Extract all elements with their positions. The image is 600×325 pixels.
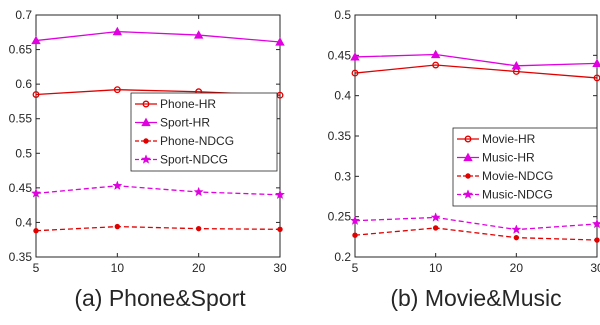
panel-phone-sport: 0.35 0.4 0.45 0.5 0.55 0.6 0.65 0.7 5 10 20 30 Phone… xyxy=(9,8,287,311)
x-tick-label: 10 xyxy=(111,261,125,275)
legend-label-music-ndcg: Music-NDCG xyxy=(482,188,553,202)
y-tick-label: 0.3 xyxy=(334,169,351,183)
legend-marker-phone-hr xyxy=(142,100,150,108)
data-point-sport-hr xyxy=(275,37,285,46)
y-tick-label: 0.4 xyxy=(15,215,32,229)
series-line-movie-hr xyxy=(354,64,598,79)
legend: Phone-HR Sport-HR Phone-NDCG Sport-NDCG xyxy=(130,92,278,172)
y-tick-label: 0.5 xyxy=(334,8,351,22)
data-point-sport-ndcg xyxy=(112,180,123,191)
panel-movie-music: 0.20.250.30.350.40.450.55102030Movie-HRM… xyxy=(328,8,600,311)
y-tick-label: 0.5 xyxy=(15,146,32,160)
legend-label-music-hr: Music-HR xyxy=(482,151,535,165)
data-point-movie-ndcg xyxy=(513,234,520,241)
y-tick-label: 0.55 xyxy=(9,112,33,126)
legend-marker-music-hr xyxy=(463,152,473,162)
x-tick-label: 5 xyxy=(33,261,40,275)
data-point-sport-ndcg xyxy=(274,189,286,200)
legend-label-movie-hr: Movie-HR xyxy=(482,132,536,146)
series-music-ndcg xyxy=(349,212,600,234)
y-tick-label: 0.45 xyxy=(9,181,33,195)
data-point-music-ndcg xyxy=(591,218,600,229)
y-tick-label: 0.45 xyxy=(328,48,352,62)
data-point-sport-hr xyxy=(193,30,204,39)
series-sport-hr xyxy=(31,26,285,46)
data-point-sport-hr xyxy=(112,26,123,36)
legend-box xyxy=(130,92,278,172)
series-movie-ndcg xyxy=(352,225,600,243)
x-tick-label: 20 xyxy=(192,261,206,275)
series-line-sport-hr xyxy=(35,30,281,43)
data-point-music-hr xyxy=(592,58,600,67)
data-point-phone-hr xyxy=(113,86,121,94)
legend-marker-music-ndcg xyxy=(462,189,474,199)
series-line-music-hr xyxy=(354,53,598,67)
y-tick-label: 0.35 xyxy=(328,129,352,143)
series-line-sport-ndcg xyxy=(35,185,281,196)
data-point-movie-ndcg xyxy=(432,225,439,231)
legend-label-phone-hr: Phone-HR xyxy=(160,97,216,111)
y-tick-label: 0.4 xyxy=(334,89,351,103)
data-point-sport-hr xyxy=(31,35,41,45)
y-tick-label: 0.25 xyxy=(328,210,352,224)
data-point-music-ndcg xyxy=(511,224,522,234)
data-point-phone-ndcg xyxy=(277,226,283,233)
y-tick-label: 0.2 xyxy=(334,250,351,264)
y-tick-label: 0.7 xyxy=(15,8,32,22)
data-point-phone-ndcg xyxy=(114,223,121,230)
data-point-phone-ndcg xyxy=(195,225,202,232)
series-phone-ndcg xyxy=(33,223,283,234)
data-point-movie-hr xyxy=(351,69,359,77)
legend-label-movie-ndcg: Movie-NDCG xyxy=(482,169,553,183)
data-point-movie-ndcg xyxy=(594,237,600,243)
data-point-music-hr xyxy=(350,52,360,61)
data-point-phone-ndcg xyxy=(33,228,39,234)
x-tick-label: 5 xyxy=(352,261,359,275)
series-line-movie-ndcg xyxy=(354,227,598,241)
legend-label-sport-hr: Sport-HR xyxy=(160,116,210,130)
series-music-hr xyxy=(350,49,600,70)
data-point-sport-ndcg xyxy=(30,188,42,198)
data-point-music-ndcg xyxy=(349,215,361,226)
y-tick-label: 0.6 xyxy=(15,77,32,91)
legend-label-sport-ndcg: Sport-NDCG xyxy=(160,153,228,167)
x-tick-label: 10 xyxy=(429,261,443,275)
legend-marker-phone-ndcg xyxy=(143,138,149,144)
data-point-music-ndcg xyxy=(430,212,441,222)
panel-caption: (b) Movie&Music xyxy=(390,285,561,311)
data-point-movie-hr xyxy=(432,61,440,69)
y-tick-label: 0.65 xyxy=(9,43,33,57)
legend-label-phone-ndcg: Phone-NDCG xyxy=(160,134,234,148)
legend-marker-movie-hr xyxy=(464,135,472,143)
series-sport-ndcg xyxy=(30,180,286,200)
x-tick-label: 30 xyxy=(273,261,287,275)
legend-box xyxy=(452,127,598,207)
data-point-music-hr xyxy=(511,60,522,70)
series-line-phone-ndcg xyxy=(35,225,281,232)
panel-caption: (a) Phone&Sport xyxy=(74,285,246,311)
legend-marker-movie-ndcg xyxy=(465,173,471,179)
legend-marker-sport-hr xyxy=(141,117,151,127)
data-point-sport-ndcg xyxy=(193,186,204,197)
legend: Movie-HR Music-HR Movie-NDCG Music-NDCG xyxy=(452,127,598,207)
data-point-movie-ndcg xyxy=(352,232,358,238)
y-tick-label: 0.35 xyxy=(9,250,33,264)
data-point-music-hr xyxy=(430,49,441,59)
x-tick-label: 20 xyxy=(510,261,524,275)
x-tick-label: 30 xyxy=(590,261,600,275)
data-point-phone-hr xyxy=(32,91,40,98)
legend-marker-sport-ndcg xyxy=(140,154,152,164)
series-line-music-ndcg xyxy=(354,216,598,231)
